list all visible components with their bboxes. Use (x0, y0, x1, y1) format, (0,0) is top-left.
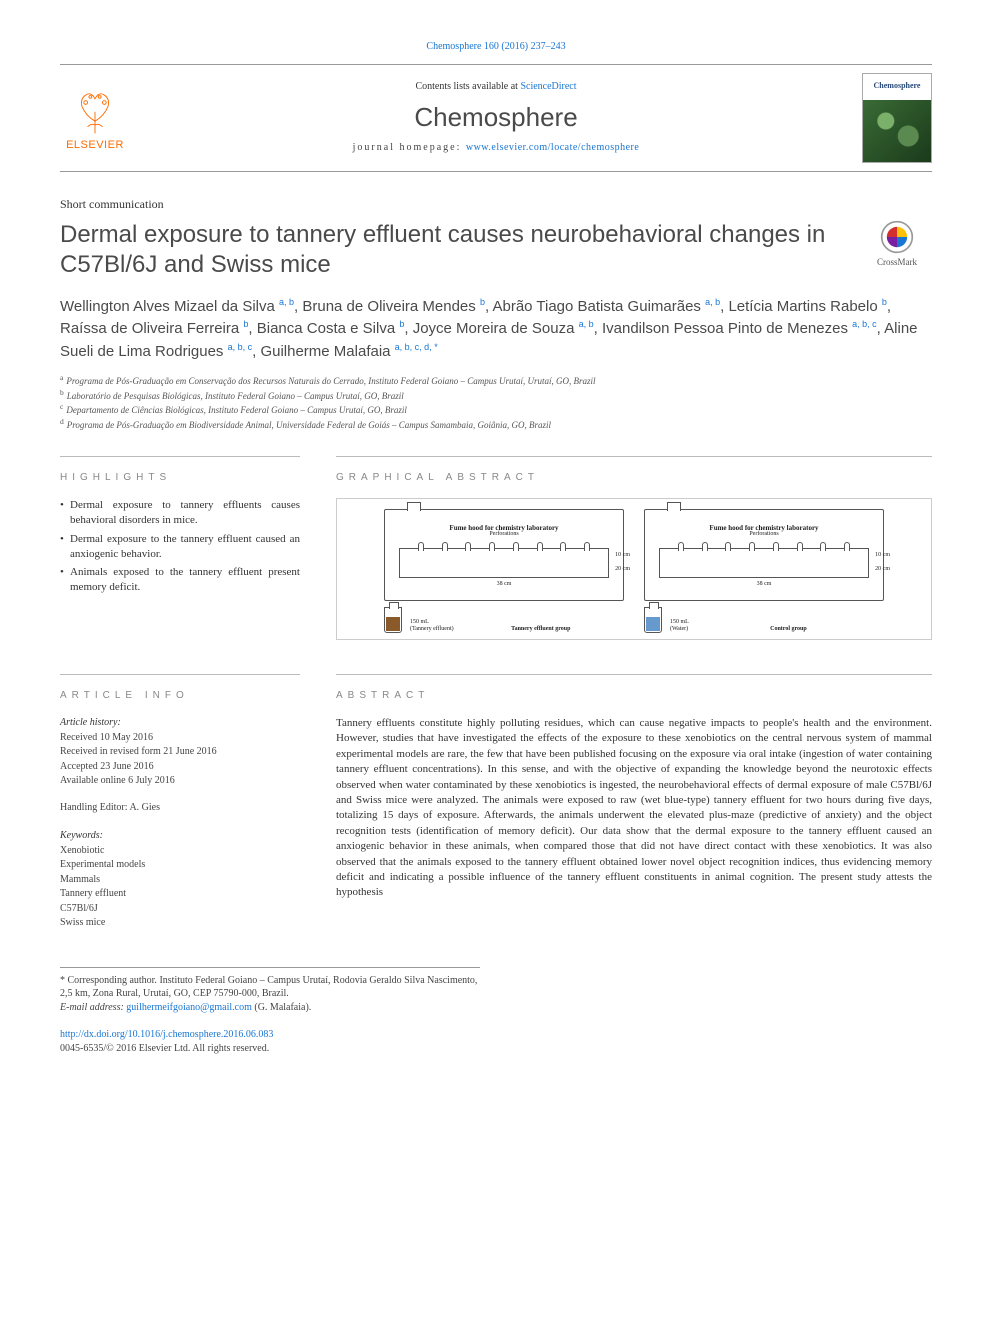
crossmark-badge[interactable]: CrossMark (862, 220, 932, 268)
keyword-item: C57Bl/6J (60, 902, 300, 917)
graphical-abstract-heading: GRAPHICAL ABSTRACT (336, 465, 932, 485)
copyright: 0045-6535/© 2016 Elsevier Ltd. All right… (60, 1042, 932, 1056)
ga-dim-h2r: 20 cm (875, 565, 890, 573)
citation: Chemosphere 160 (2016) 237–243 (60, 40, 932, 54)
ga-group-right: Control group (693, 626, 884, 633)
email-who: (G. Malafaia). (254, 1002, 311, 1013)
masthead-center: Contents lists available at ScienceDirec… (142, 73, 850, 163)
keyword-item: Mammals (60, 873, 300, 888)
ga-vol-left: 150 mL (410, 619, 454, 626)
crossmark-label: CrossMark (877, 256, 917, 268)
ga-dim-h1: 10 cm (615, 551, 630, 559)
ga-bottle-effluent (384, 607, 402, 633)
article-info-heading: ARTICLE INFO (60, 683, 300, 703)
masthead: ELSEVIER Contents lists available at Sci… (60, 64, 932, 172)
keyword-item: Xenobiotic (60, 844, 300, 859)
email-link[interactable]: guilhermeifgoiano@gmail.com (126, 1002, 252, 1013)
affiliations: aPrograma de Pós-Graduação em Conservaçã… (60, 373, 932, 431)
online-date: Available online 6 July 2016 (60, 774, 300, 789)
article-title: Dermal exposure to tannery effluent caus… (60, 220, 846, 280)
sciencedirect-link[interactable]: ScienceDirect (520, 81, 576, 92)
keywords-list: XenobioticExperimental modelsMammalsTann… (60, 844, 300, 931)
highlights-heading: HIGHLIGHTS (60, 465, 300, 485)
journal-cover: Chemosphere (862, 73, 932, 163)
abstract-text: Tannery effluents constitute highly poll… (336, 716, 932, 901)
publisher-logo: ELSEVIER (60, 73, 130, 153)
ga-sub-right: (Water) (670, 626, 689, 633)
abstract-heading: ABSTRACT (336, 683, 932, 703)
ga-dim-h2: 20 cm (615, 565, 630, 573)
highlight-item: Dermal exposure to tannery effluents cau… (60, 498, 300, 528)
article-type: Short communication (60, 196, 932, 212)
ga-perf-label-right: Perforations (653, 530, 875, 538)
email-label: E-mail address: (60, 1002, 124, 1013)
ga-dim-w-left: 38 cm (393, 580, 615, 588)
ga-control-group: Fume hood for chemistry laboratory Perfo… (644, 509, 884, 633)
publisher-name: ELSEVIER (66, 138, 124, 153)
ga-dim-h1r: 10 cm (875, 551, 890, 559)
authors: Wellington Alves Mizael da Silva a, b, B… (60, 296, 932, 364)
homepage-url[interactable]: www.elsevier.com/locate/chemosphere (466, 142, 639, 153)
highlights-list: Dermal exposure to tannery effluents cau… (60, 498, 300, 595)
crossmark-icon (880, 220, 914, 254)
keyword-item: Experimental models (60, 858, 300, 873)
handling-editor: A. Gies (129, 802, 160, 813)
ga-sub-left: (Tannery effluent) (410, 626, 454, 633)
contents-line: Contents lists available at ScienceDirec… (142, 80, 850, 94)
received-date: Received 10 May 2016 (60, 731, 300, 746)
homepage-prefix: journal homepage: (353, 142, 466, 153)
contents-prefix: Contents lists available at (415, 81, 520, 92)
keywords-label: Keywords: (60, 829, 300, 844)
doi-link[interactable]: http://dx.doi.org/10.1016/j.chemosphere.… (60, 1028, 932, 1042)
corr-label: * Corresponding author. (60, 975, 157, 986)
ga-group-left: Tannery effluent group (458, 626, 624, 633)
doi-block: http://dx.doi.org/10.1016/j.chemosphere.… (60, 1028, 932, 1055)
keyword-item: Swiss mice (60, 916, 300, 931)
ga-tannery-group: Fume hood for chemistry laboratory Perfo… (384, 509, 624, 633)
homepage-line: journal homepage: www.elsevier.com/locat… (142, 141, 850, 155)
footnotes: * Corresponding author. Instituto Federa… (60, 967, 480, 1015)
highlight-item: Dermal exposure to the tannery effluent … (60, 532, 300, 562)
cover-title: Chemosphere (863, 74, 931, 100)
keyword-item: Tannery effluent (60, 887, 300, 902)
highlight-item: Animals exposed to the tannery effluent … (60, 565, 300, 595)
article-info: Article history: Received 10 May 2016 Re… (60, 716, 300, 931)
ga-bottle-water (644, 607, 662, 633)
revised-date: Received in revised form 21 June 2016 (60, 745, 300, 760)
elsevier-tree-icon (67, 82, 123, 138)
ga-perf-label-left: Perforations (393, 530, 615, 538)
handling-editor-label: Handling Editor: (60, 802, 128, 813)
history-label: Article history: (60, 716, 300, 731)
accepted-date: Accepted 23 June 2016 (60, 760, 300, 775)
ga-vol-right: 150 mL (670, 619, 689, 626)
journal-name: Chemosphere (142, 100, 850, 135)
graphical-abstract: Fume hood for chemistry laboratory Perfo… (336, 498, 932, 640)
ga-dim-w-right: 38 cm (653, 580, 875, 588)
